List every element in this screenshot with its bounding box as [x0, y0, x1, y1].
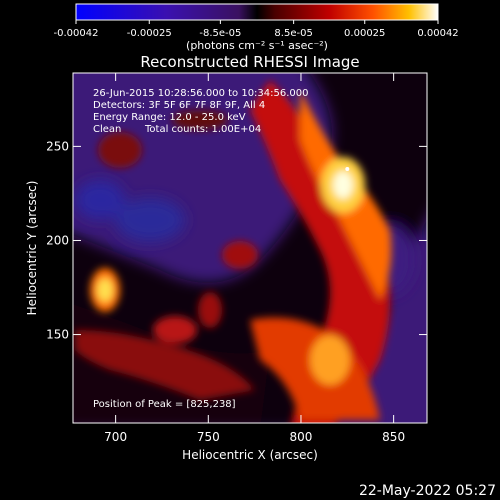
plot-frame	[72, 72, 428, 424]
x-tick-label: 700	[104, 430, 127, 444]
colorbar-tick-label: 0.00042	[417, 28, 458, 39]
colorbar-tick-label: 8.5e-05	[274, 28, 312, 39]
annotation-time-range: 26-Jun-2015 10:28:56.000 to 10:34:56.000	[93, 88, 309, 99]
x-tick-label: 800	[290, 430, 313, 444]
annotation-peak-position: Position of Peak = [825,238]	[93, 399, 236, 410]
y-tick-label: 200	[46, 233, 69, 247]
colorbar-unit-label: (photons cm⁻² s⁻¹ asec⁻²)	[186, 39, 328, 52]
timestamp: 22-May-2022 05:27	[359, 483, 496, 499]
y-axis-label: Heliocentric Y (arcsec)	[25, 181, 39, 316]
colorbar-tick-label: -8.5e-05	[199, 28, 241, 39]
annotation-detectors: Detectors: 3F 5F 6F 7F 8F 9F, All 4	[93, 100, 265, 111]
x-tick-label: 850	[382, 430, 405, 444]
colorbar	[76, 4, 438, 20]
peak-point	[345, 166, 350, 171]
x-axis-ticks: 700 750 800 850	[104, 73, 405, 444]
colorbar-frame	[75, 3, 439, 21]
heatmap-image	[73, 73, 427, 423]
y-axis-ticks: 150 200 250	[46, 139, 427, 342]
x-axis-label: Heliocentric X (arcsec)	[182, 448, 318, 462]
colorbar-tick-label: -0.00042	[54, 28, 99, 39]
colorbar-tick-label: -0.00025	[127, 28, 172, 39]
annotation-total-counts: Total counts: 1.00E+04	[144, 124, 261, 135]
y-tick-label: 250	[46, 139, 69, 153]
colorbar-ticks: -0.00042 -0.00025 -8.5e-05 8.5e-05 0.00025 0.…	[54, 20, 459, 39]
y-tick-label: 150	[46, 328, 69, 342]
peak-marker	[345, 166, 350, 171]
colorbar-tick-label: 0.00025	[344, 28, 385, 39]
annotation-clean: Clean	[93, 124, 121, 135]
chart-title: Reconstructed RHESSI Image	[140, 53, 359, 71]
annotation-energy-range: Energy Range: 12.0 - 25.0 keV	[93, 112, 246, 123]
x-tick-label: 750	[197, 430, 220, 444]
